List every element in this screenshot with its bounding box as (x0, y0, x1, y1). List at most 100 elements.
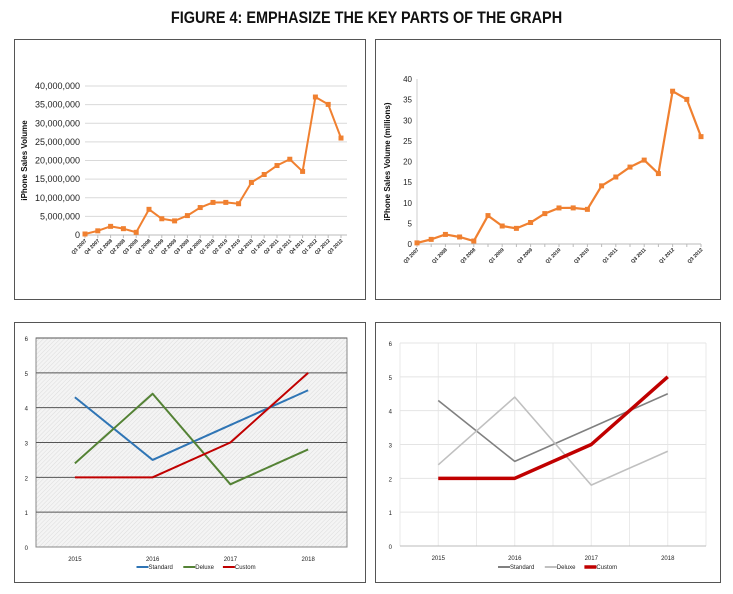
y-tick-label: 3 (389, 444, 393, 450)
series-line-deluxe (74, 392, 309, 486)
data-point-marker (684, 96, 690, 102)
x-tick-label: Q3 2012 (687, 247, 705, 265)
data-point-marker (513, 225, 519, 231)
legend-label: Standard (149, 565, 173, 571)
chart-panel-absolute-sales (14, 39, 366, 300)
y-tick-label: 30 (403, 116, 412, 125)
x-tick-label: Q3 2011 (630, 247, 648, 265)
data-point-marker (108, 223, 114, 229)
data-point-marker (95, 228, 101, 234)
y-axis-title: iPhone Sales Volume (20, 120, 29, 201)
y-tick-label: 5 (408, 219, 413, 228)
y-tick-label: 15,000,000 (35, 174, 80, 184)
y-tick-label: 0 (408, 240, 413, 249)
data-point-marker (197, 205, 203, 211)
y-tick-label: 0 (389, 545, 393, 551)
legend-label: Standard (510, 565, 534, 571)
y-tick-label: 5,000,000 (40, 211, 80, 221)
x-tick-label: Q1 2012 (658, 247, 676, 265)
chart-panel-millions-sales (375, 39, 721, 300)
data-point-marker (442, 231, 448, 237)
x-tick-label: 2016 (508, 556, 522, 562)
data-point-marker (120, 226, 126, 232)
y-tick-label: 6 (25, 337, 29, 343)
y-tick-label: 5 (389, 376, 393, 382)
y-tick-label: 40 (403, 75, 412, 84)
data-point-marker (414, 240, 420, 246)
legend-label: Custom (235, 565, 256, 571)
data-point-marker (133, 229, 139, 235)
data-point-marker (274, 163, 280, 169)
y-tick-label: 5 (25, 372, 29, 378)
data-point-marker (82, 231, 88, 237)
x-tick-label: Q1 2009 (488, 247, 506, 265)
x-tick-label: Q3 2010 (573, 247, 591, 265)
legend-label: Custom (596, 565, 617, 571)
x-tick-label: Q3 2009 (516, 247, 534, 265)
series-line-custom (74, 372, 309, 479)
y-tick-label: 0 (25, 546, 29, 552)
y-tick-label: 20,000,000 (35, 156, 80, 166)
data-point-marker (223, 199, 229, 205)
data-point-marker (325, 101, 331, 107)
y-tick-label: 25 (403, 137, 412, 146)
x-tick-label: 2017 (585, 556, 599, 562)
y-axis-title: iPhone Sales Volume (millions) (383, 102, 392, 220)
data-point-marker (485, 213, 491, 219)
y-tick-label: 10,000,000 (35, 193, 80, 203)
data-point-marker (287, 156, 293, 162)
data-point-marker (670, 88, 676, 94)
x-tick-label: 2015 (432, 556, 446, 562)
data-point-marker (248, 179, 254, 185)
data-point-marker (210, 199, 216, 205)
y-tick-label: 1 (25, 511, 29, 517)
y-tick-label: 10 (403, 199, 412, 208)
series-line-iphone-sales-volume (84, 96, 342, 235)
data-point-marker (613, 174, 619, 180)
y-tick-label: 6 (389, 342, 393, 348)
data-point-marker (698, 134, 704, 140)
data-point-marker (499, 223, 505, 229)
y-tick-label: 4 (389, 410, 393, 416)
x-tick-label: Q3 2008 (459, 247, 477, 265)
data-point-marker (338, 135, 344, 141)
data-point-marker (641, 157, 647, 163)
data-point-marker (159, 216, 165, 222)
data-point-marker (599, 183, 605, 189)
legend-label: Deluxe (195, 565, 214, 571)
data-point-marker (236, 201, 242, 207)
data-point-marker (627, 164, 633, 170)
data-point-marker (312, 94, 318, 100)
data-point-marker (542, 211, 548, 217)
y-tick-label: 25,000,000 (35, 137, 80, 147)
series-line-deluxe (437, 396, 669, 486)
y-tick-label: 40,000,000 (35, 81, 80, 91)
x-tick-label: 2016 (146, 557, 160, 563)
x-tick-label: 2018 (661, 556, 675, 562)
x-tick-label: Q3 2007 (403, 247, 421, 265)
data-point-marker (457, 234, 463, 240)
data-point-marker (172, 218, 178, 224)
x-tick-label: Q1 2011 (602, 247, 620, 265)
y-tick-label: 35,000,000 (35, 100, 80, 110)
data-point-marker (428, 236, 434, 242)
y-tick-label: 1 (389, 511, 393, 517)
x-tick-label: 2017 (224, 557, 238, 563)
series-line-custom (438, 375, 669, 481)
x-tick-label: 2018 (301, 557, 315, 563)
y-tick-label: 30,000,000 (35, 118, 80, 128)
data-point-marker (261, 172, 267, 178)
x-tick-label: Q1 2010 (545, 247, 563, 265)
data-point-marker (184, 213, 190, 219)
legend-label: Deluxe (557, 565, 576, 571)
data-point-marker (471, 238, 477, 244)
data-point-marker (146, 206, 152, 212)
y-tick-label: 15 (403, 178, 412, 187)
y-tick-label: 0 (75, 230, 80, 240)
y-tick-label: 4 (25, 407, 29, 413)
data-point-marker (556, 205, 562, 211)
series-line-iphone-sales-volume-millions- (416, 90, 703, 244)
data-point-marker (584, 206, 590, 212)
data-point-marker (570, 205, 576, 211)
